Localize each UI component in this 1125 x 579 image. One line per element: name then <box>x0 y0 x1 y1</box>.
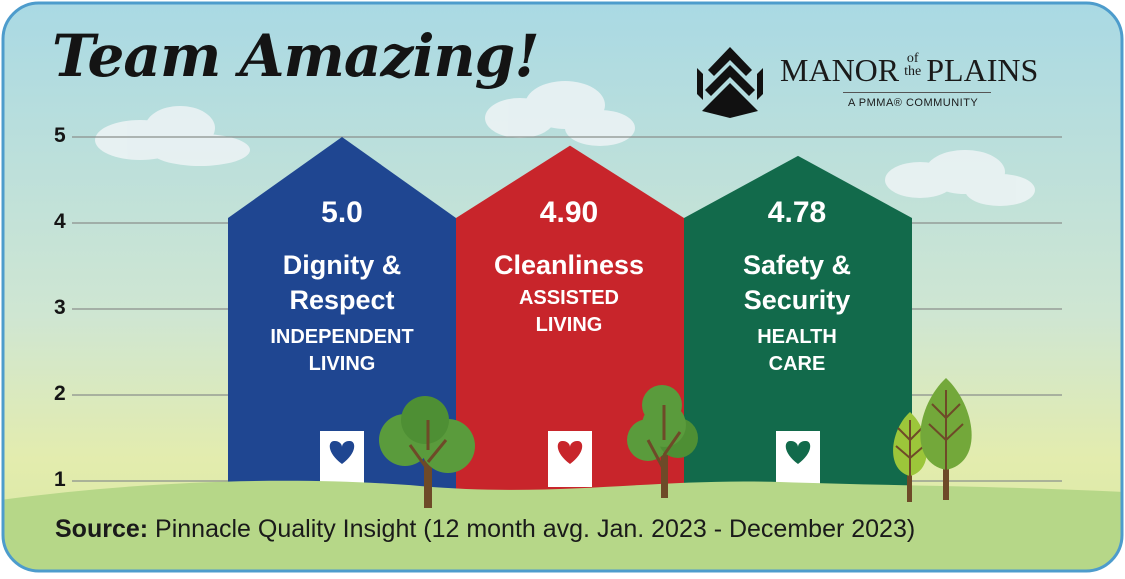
y-tick-label: 3 <box>54 296 66 319</box>
category-label: Security <box>743 285 851 315</box>
brand-the: the <box>904 64 922 79</box>
brand-tagline: A PMMA® COMMUNITY <box>848 97 979 109</box>
category-label: Cleanliness <box>493 250 645 280</box>
source-text: Pinnacle Quality Insight (12 month avg. … <box>148 515 916 543</box>
source-note: Source: Pinnacle Quality Insight (12 mon… <box>55 515 915 544</box>
cloud-right <box>885 150 1035 206</box>
unit-label: HEALTH <box>757 326 837 348</box>
heart-icon <box>785 440 811 464</box>
house-bar <box>456 145 684 492</box>
brand-name-left: MANOR <box>780 52 900 88</box>
source-label: Source: <box>55 515 149 543</box>
cloud-left <box>95 106 250 166</box>
y-tick-label: 4 <box>54 210 66 233</box>
brand-divider <box>843 92 991 93</box>
ground-hill <box>3 480 1122 571</box>
unit-label: LIVING <box>308 353 376 375</box>
tree-icon <box>920 378 972 500</box>
y-tick-label: 1 <box>54 468 66 491</box>
house-label-dignity: 5.0 Dignity & Respect INDEPENDENT LIVING <box>228 196 456 378</box>
house-bar <box>228 137 456 492</box>
tree-icon <box>627 385 698 498</box>
category-label: Respect <box>289 285 395 315</box>
house-label-cleanliness: 4.90 Cleanliness ASSISTED LIVING <box>455 196 683 339</box>
heart-icon <box>557 440 583 464</box>
house-bar <box>684 155 912 493</box>
unit-label: ASSISTED <box>518 287 620 309</box>
house-bars <box>228 137 912 493</box>
heart-icon <box>329 440 355 464</box>
tree-icon <box>893 412 927 502</box>
y-tick-label: 5 <box>54 124 66 147</box>
tree-icon <box>379 396 475 508</box>
logo-icon <box>697 47 763 118</box>
brand-name: MANOR of the PLAINS <box>780 52 1038 89</box>
page-title: Team Amazing! <box>52 22 540 90</box>
data-label: 4.90 <box>539 196 599 229</box>
unit-label: LIVING <box>535 314 603 336</box>
category-label: Safety & <box>742 250 852 280</box>
house-label-safety: 4.78 Safety & Security HEALTH CARE <box>683 196 911 378</box>
data-label: 4.78 <box>767 196 827 229</box>
brand-of: of <box>906 51 919 66</box>
y-tick-label: 2 <box>54 382 66 405</box>
unit-label: INDEPENDENT <box>270 326 414 348</box>
data-label: 5.0 <box>321 196 363 229</box>
unit-label: CARE <box>768 353 826 375</box>
brand-name-ofthe: of the <box>904 51 922 79</box>
category-label: Dignity & <box>282 250 402 280</box>
brand-name-right: PLAINS <box>926 52 1039 88</box>
